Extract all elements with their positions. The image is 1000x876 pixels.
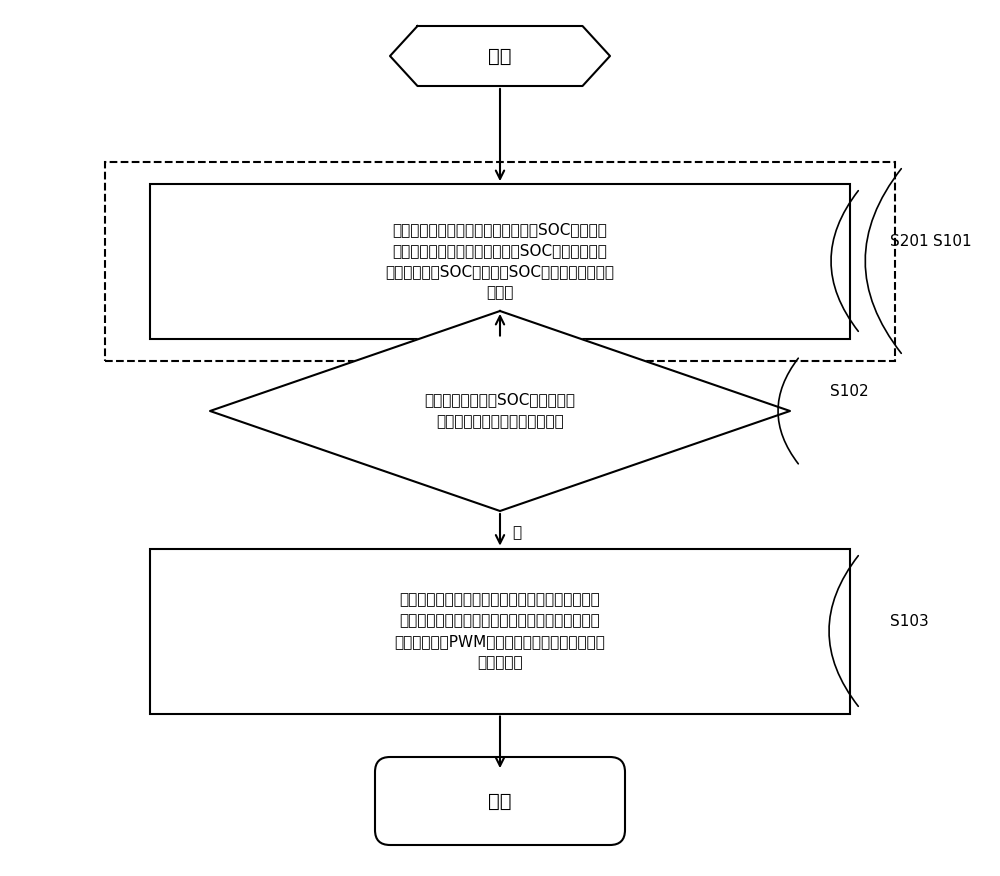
FancyBboxPatch shape <box>375 757 625 845</box>
Text: 开始: 开始 <box>488 46 512 66</box>
Text: 依据各个电池簇的SOC变化速率，
判断储能系统是否需要均流调整: 依据各个电池簇的SOC变化速率， 判断储能系统是否需要均流调整 <box>424 392 576 429</box>
Text: 确定储能系统中各个电池包的均衡电流值，并将各
个均衡电流值发送至相应的均流单元，以使相应的
均流单元通过PWM信号来为对应电池包提供相应
的均衡电流: 确定储能系统中各个电池包的均衡电流值，并将各 个均衡电流值发送至相应的均流单元，… <box>395 592 605 670</box>
Polygon shape <box>210 311 790 511</box>
Text: S103: S103 <box>890 614 929 629</box>
FancyBboxPatch shape <box>150 183 850 338</box>
Text: 是: 是 <box>512 526 521 540</box>
Text: 结束: 结束 <box>488 792 512 810</box>
Text: 周期性将各个电池簇的各个电池包的SOC中的最大
值，分别作为各个电池簇的当前SOC，并计算各个
电池簇的当前SOC和前一次SOC的对应差值与时间
的比值: 周期性将各个电池簇的各个电池包的SOC中的最大 值，分别作为各个电池簇的当前SO… <box>386 222 614 300</box>
FancyBboxPatch shape <box>150 548 850 713</box>
Text: S201: S201 <box>890 234 929 249</box>
Text: S101: S101 <box>933 234 972 249</box>
Polygon shape <box>390 26 610 86</box>
Text: S102: S102 <box>830 384 869 399</box>
